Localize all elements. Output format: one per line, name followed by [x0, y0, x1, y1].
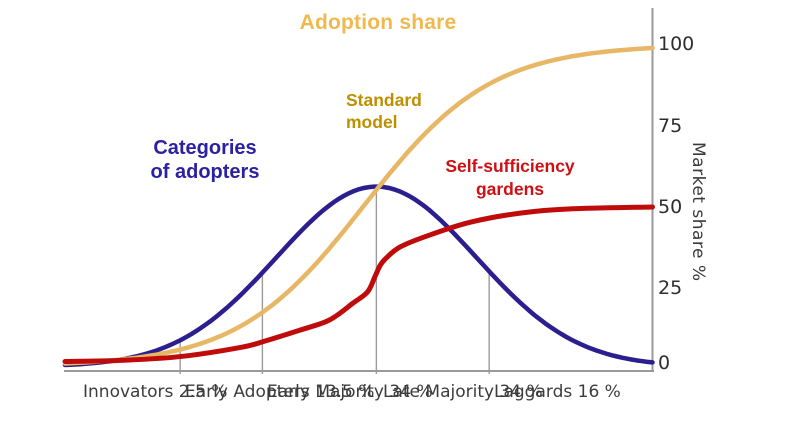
x-category-laggards: Laggards 16 % — [494, 382, 621, 402]
chart-title: Adoption share — [299, 11, 457, 34]
y-tick-50: 50 — [658, 196, 683, 218]
y-axis-title: Market share % — [688, 142, 708, 282]
self-sufficiency-gardens-curve — [62, 204, 655, 364]
y-tick-75: 75 — [658, 115, 683, 137]
label-standard-model: Standard model — [346, 90, 422, 132]
curves-group — [62, 45, 655, 368]
y-tick-25: 25 — [658, 277, 683, 299]
x-category-early-adopters: Early Adopters 13.5 % — [185, 382, 375, 402]
label-self-sufficiency-gardens: Self-sufficiency gardens — [445, 156, 575, 199]
standard-model-curve — [62, 45, 655, 366]
y-tick-0: 0 — [658, 352, 671, 374]
x-category-innovators: Innovators 2.5 % — [83, 382, 228, 402]
y-tick-100: 100 — [658, 33, 695, 55]
x-category-late-majority: Late Majority 34 % — [383, 382, 543, 402]
category-dividers — [179, 186, 490, 374]
x-category-early-majority: Early Majority 34 % — [267, 382, 433, 402]
categories-of-adopters-curve — [62, 184, 655, 368]
label-categories-of-adopters: Categories of adopters — [150, 137, 260, 183]
